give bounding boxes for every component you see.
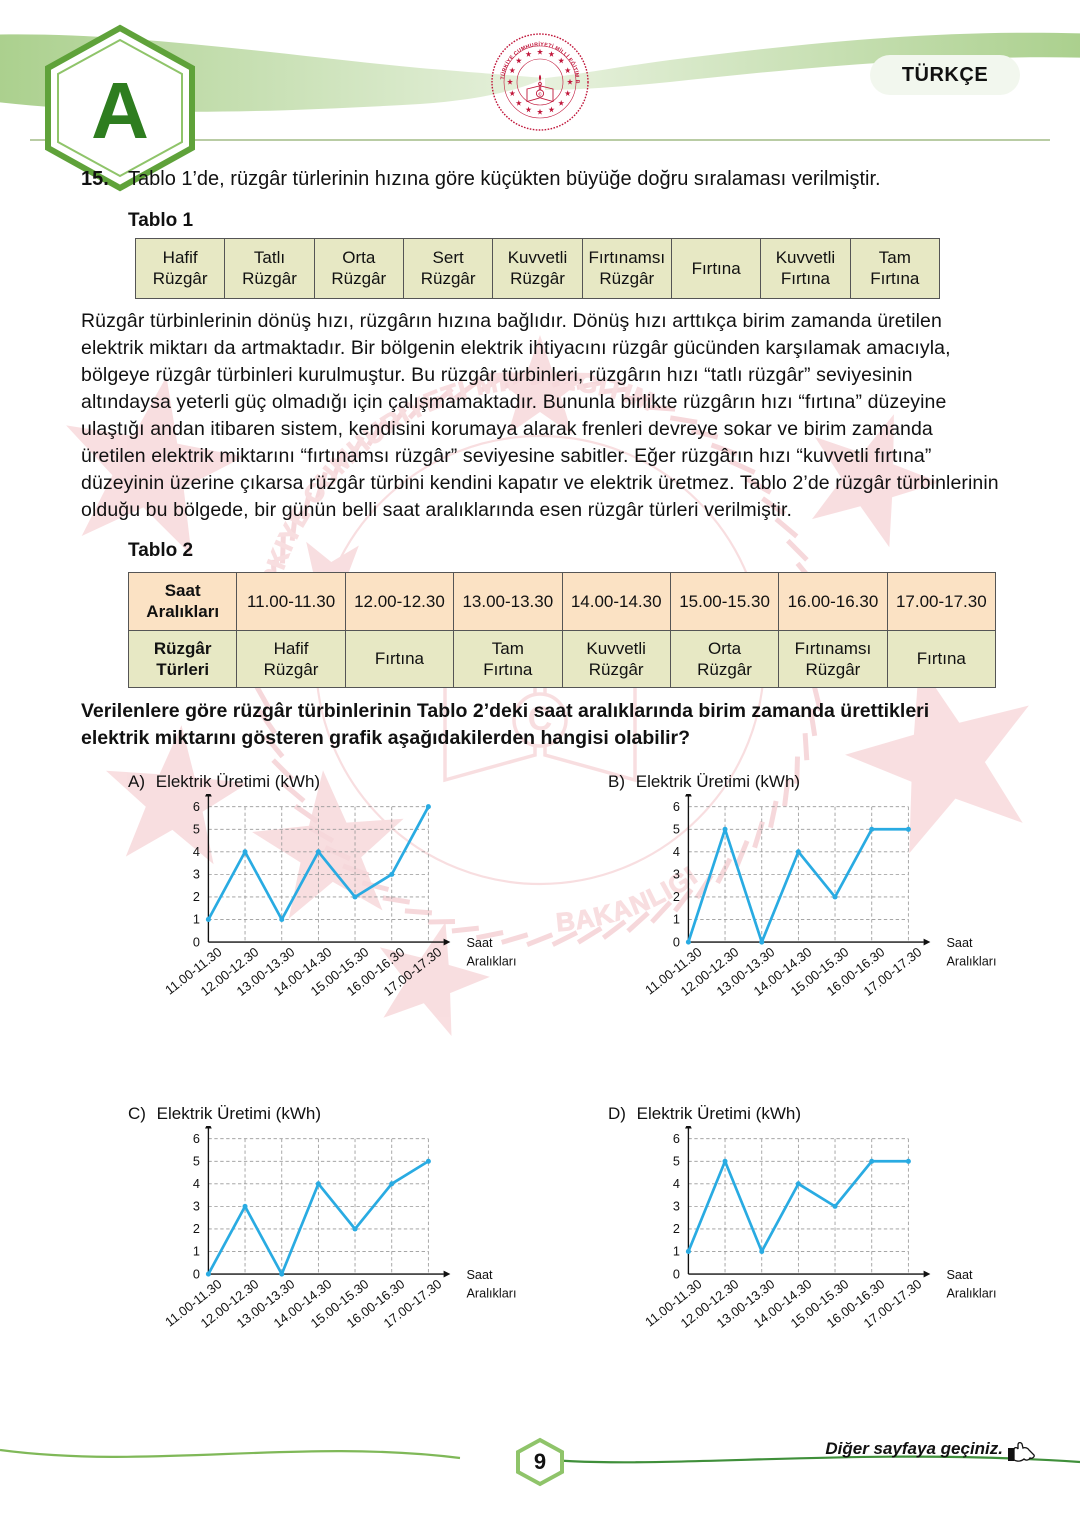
svg-text:2: 2 <box>673 1222 680 1236</box>
svg-text:4: 4 <box>673 845 680 859</box>
svg-text:Saat: Saat <box>466 1268 493 1282</box>
svg-text:3: 3 <box>193 868 200 882</box>
svg-text:Aralıkları: Aralıkları <box>466 1287 516 1301</box>
svg-text:Aralıkları: Aralıkları <box>466 955 516 969</box>
svg-text:5: 5 <box>673 1155 680 1169</box>
svg-text:Saat: Saat <box>946 936 973 950</box>
svg-text:1: 1 <box>673 1245 680 1259</box>
svg-text:Diğer sayfaya geçiniz.: Diğer sayfaya geçiniz. <box>825 1439 1003 1458</box>
svg-text:5: 5 <box>193 1155 200 1169</box>
svg-text:0: 0 <box>193 1267 200 1281</box>
svg-text:0: 0 <box>193 935 200 949</box>
svg-text:6: 6 <box>193 1132 200 1146</box>
svg-text:4: 4 <box>673 1177 680 1191</box>
svg-text:Saat: Saat <box>466 936 493 950</box>
svg-text:5: 5 <box>193 823 200 837</box>
svg-text:3: 3 <box>193 1200 200 1214</box>
svg-text:Aralıkları: Aralıkları <box>946 1287 996 1301</box>
svg-text:1: 1 <box>193 913 200 927</box>
svg-text:0: 0 <box>673 935 680 949</box>
svg-text:3: 3 <box>673 1200 680 1214</box>
svg-text:2: 2 <box>193 1222 200 1236</box>
svg-text:9: 9 <box>534 1449 546 1474</box>
svg-text:2: 2 <box>193 890 200 904</box>
svg-text:5: 5 <box>673 823 680 837</box>
svg-text:1: 1 <box>673 913 680 927</box>
svg-text:4: 4 <box>193 1177 200 1191</box>
svg-text:2: 2 <box>673 890 680 904</box>
svg-text:6: 6 <box>673 1132 680 1146</box>
svg-text:Aralıkları: Aralıkları <box>946 955 996 969</box>
svg-text:6: 6 <box>193 800 200 814</box>
svg-text:1: 1 <box>193 1245 200 1259</box>
svg-text:3: 3 <box>673 868 680 882</box>
svg-text:6: 6 <box>673 800 680 814</box>
svg-text:4: 4 <box>193 845 200 859</box>
svg-text:0: 0 <box>673 1267 680 1281</box>
svg-text:Saat: Saat <box>946 1268 973 1282</box>
